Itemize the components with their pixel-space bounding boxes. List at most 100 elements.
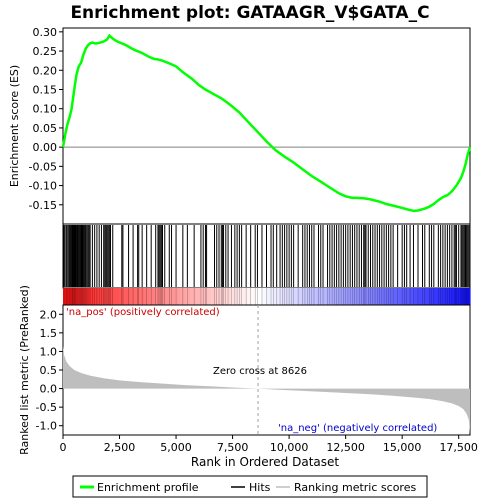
- colorbar-segment: [358, 288, 364, 305]
- legend-box: [72, 475, 428, 498]
- metric-ytick-label: 2.0: [40, 308, 58, 321]
- colorbar-segment: [93, 288, 100, 305]
- colorbar-segment: [373, 288, 380, 305]
- colorbar-segment: [124, 288, 130, 305]
- colorbar-segment: [108, 288, 115, 305]
- neg-correlated-label: 'na_neg' (negatively correlated): [278, 423, 437, 434]
- colorbar-segment: [261, 288, 268, 305]
- colorbar-segment: [398, 288, 405, 305]
- colorbar-segment: [225, 288, 232, 305]
- colorbar-segment: [63, 288, 69, 305]
- colorbar-segment: [317, 288, 324, 305]
- colorbar-segment: [419, 288, 425, 305]
- metric-ytick-label: 1.0: [40, 345, 58, 358]
- colorbar-segment: [73, 288, 79, 305]
- chart-title: Enrichment plot: GATAAGR_V$GATA_C: [70, 3, 429, 23]
- colorbar-segment: [429, 288, 435, 305]
- colorbar-segment: [88, 288, 95, 305]
- colorbar-segment: [190, 288, 196, 305]
- colorbar-segment: [271, 288, 278, 305]
- es-ytick-label: -0.15: [29, 199, 57, 212]
- colorbar-segment: [83, 288, 90, 305]
- metric-ytick-label: -0.5: [36, 401, 57, 414]
- colorbar-segment: [312, 288, 318, 305]
- es-ytick-label: 0.10: [33, 103, 58, 116]
- metric-ytick-label: 0.5: [40, 364, 58, 377]
- colorbar-segment: [195, 288, 201, 305]
- pos-correlated-label: 'na_pos' (positively correlated): [66, 307, 220, 318]
- colorbar-segment: [134, 288, 140, 305]
- colorbar-segment: [454, 288, 461, 305]
- colorbar-segment: [414, 288, 420, 305]
- colorbar-segment: [286, 288, 293, 305]
- es-ytick-label: 0.05: [33, 122, 58, 135]
- colorbar-segment: [215, 288, 222, 305]
- colorbar-segment: [347, 288, 354, 305]
- colorbar-segment: [378, 288, 385, 305]
- es-ytick-label: 0.25: [33, 45, 58, 58]
- x-tick-label: 5,000: [160, 441, 192, 454]
- x-tick-label: 2,500: [104, 441, 136, 454]
- es-ytick-label: -0.10: [29, 180, 57, 193]
- colorbar-segment: [307, 288, 313, 305]
- colorbar-segment: [174, 288, 181, 305]
- colorbar-segment: [164, 288, 171, 305]
- colorbar-segment: [129, 288, 135, 305]
- hit-marks: [63, 225, 470, 287]
- colorbar-segment: [439, 288, 446, 305]
- metric-ylabel: Ranked list metric (PreRanked): [18, 285, 31, 455]
- colorbar-segment: [291, 288, 298, 305]
- es-ytick-label: 0.15: [33, 83, 58, 96]
- colorbar-segment: [332, 288, 339, 305]
- metric-ytick-label: -1.0: [36, 420, 57, 433]
- x-tick-label: 0: [60, 441, 67, 454]
- colorbar-segment: [352, 288, 359, 305]
- legend-enrichment-label: Enrichment profile: [97, 481, 199, 494]
- legend-metric-label: Ranking metric scores: [294, 481, 416, 494]
- colorbar-segment: [337, 288, 344, 305]
- es-ytick-label: -0.05: [29, 160, 57, 173]
- es-ytick-label: 0.20: [33, 64, 58, 77]
- colorbar-segment: [149, 288, 156, 305]
- colorbar-segment: [388, 288, 395, 305]
- es-ytick-label: 0.00: [33, 141, 58, 154]
- colorbar-segment: [449, 288, 456, 305]
- enrichment-profile-line: [61, 33, 472, 213]
- colorbar-segment: [230, 288, 237, 305]
- colorbar-segment: [235, 288, 242, 305]
- colorbar-segment: [154, 288, 161, 305]
- x-tick-label: 15,000: [383, 441, 422, 454]
- metric-ytick-label: 1.5: [40, 327, 58, 340]
- es-ylabel: Enrichment score (ES): [8, 65, 21, 187]
- zero-cross-label: Zero cross at 8626: [213, 366, 307, 377]
- colorbar-segment: [276, 288, 283, 305]
- colorbar-segment: [256, 288, 263, 305]
- x-tick-label: 12,500: [326, 441, 365, 454]
- colorbar-segment: [144, 288, 151, 305]
- colorbar-segment: [424, 288, 430, 305]
- metric-ytick-label: 0.0: [40, 383, 58, 396]
- colorbar-segment: [169, 288, 176, 305]
- colorbar-segment: [322, 288, 329, 305]
- colorbar-segment: [241, 288, 247, 305]
- colorbar-segment: [368, 288, 374, 305]
- colorbar-segment: [210, 288, 217, 305]
- colorbar-segment: [459, 288, 466, 305]
- colorbar-segment: [266, 288, 273, 305]
- colorbar-segment: [246, 288, 252, 305]
- colorbar-segment: [327, 288, 334, 305]
- colorbar-segment: [393, 288, 400, 305]
- colorbar-segment: [113, 288, 120, 305]
- colorbar-segment: [251, 288, 257, 305]
- colorbar-segment: [68, 288, 74, 305]
- colorbar-segment: [103, 288, 110, 305]
- x-tick-label: 17,500: [439, 441, 478, 454]
- x-axis-label: Rank in Ordered Dataset: [191, 455, 339, 469]
- ranking-metric-area: [63, 345, 470, 434]
- x-tick-label: 10,000: [270, 441, 309, 454]
- ranking-colorbar: [63, 288, 471, 305]
- colorbar-segment: [434, 288, 441, 305]
- colorbar-segment: [297, 288, 303, 305]
